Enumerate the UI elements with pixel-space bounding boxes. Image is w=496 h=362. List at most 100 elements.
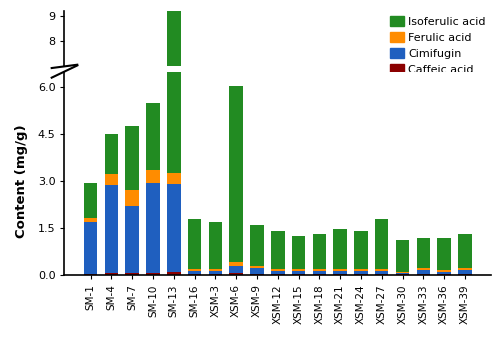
Bar xyxy=(84,218,97,222)
Bar xyxy=(84,222,97,274)
Bar xyxy=(333,269,347,272)
Bar xyxy=(105,162,118,171)
Bar xyxy=(333,206,347,239)
Bar xyxy=(209,222,222,269)
Bar xyxy=(84,242,97,243)
Bar xyxy=(250,203,264,235)
Bar xyxy=(167,240,181,243)
Bar xyxy=(271,239,285,240)
Bar xyxy=(271,242,285,243)
Bar xyxy=(333,272,347,274)
Bar xyxy=(230,266,243,273)
Bar xyxy=(167,170,181,240)
Bar xyxy=(312,239,326,240)
Bar xyxy=(437,272,451,274)
Bar xyxy=(105,273,118,275)
Bar xyxy=(250,242,264,243)
Bar xyxy=(125,241,139,243)
Bar xyxy=(209,269,222,271)
Bar xyxy=(209,271,222,274)
Bar xyxy=(84,274,97,275)
Bar xyxy=(167,0,181,173)
Bar xyxy=(417,239,430,242)
Bar xyxy=(354,274,368,275)
Bar xyxy=(146,241,160,243)
Bar xyxy=(312,210,326,239)
Bar xyxy=(396,272,409,273)
Bar xyxy=(333,230,347,269)
Bar xyxy=(417,274,430,275)
Bar xyxy=(396,241,409,242)
Bar xyxy=(458,242,472,243)
Bar xyxy=(105,174,118,185)
Bar xyxy=(125,123,139,174)
Bar xyxy=(209,240,222,242)
Bar xyxy=(250,225,264,266)
Bar xyxy=(396,240,409,272)
Bar xyxy=(188,242,201,243)
Bar xyxy=(250,274,264,275)
Bar xyxy=(396,242,409,243)
Bar xyxy=(146,104,160,159)
Bar xyxy=(84,169,97,197)
Bar xyxy=(396,215,409,240)
Bar xyxy=(188,272,201,274)
Bar xyxy=(188,198,201,239)
Bar xyxy=(458,235,472,268)
Bar xyxy=(458,210,472,237)
Bar xyxy=(271,269,285,272)
Bar xyxy=(375,240,388,242)
Bar xyxy=(312,235,326,269)
Bar xyxy=(292,272,306,274)
Bar xyxy=(437,237,451,270)
Bar xyxy=(105,241,118,243)
Bar xyxy=(167,0,181,161)
Bar xyxy=(209,200,222,238)
Bar xyxy=(250,235,264,237)
Bar xyxy=(417,270,430,274)
Bar xyxy=(292,269,306,272)
Bar xyxy=(375,242,388,243)
Bar xyxy=(146,169,160,241)
Bar xyxy=(84,200,97,242)
Bar xyxy=(271,272,285,274)
Bar xyxy=(125,273,139,275)
Bar xyxy=(333,274,347,275)
Bar xyxy=(354,269,368,272)
Bar xyxy=(312,274,326,275)
Bar xyxy=(437,239,451,240)
Bar xyxy=(417,237,430,239)
Bar xyxy=(230,86,243,262)
Bar xyxy=(312,272,326,274)
Bar xyxy=(292,239,306,240)
Bar xyxy=(417,268,430,270)
Bar xyxy=(230,236,243,241)
Bar xyxy=(354,242,368,243)
Bar xyxy=(375,274,388,275)
Bar xyxy=(458,268,472,270)
Bar xyxy=(146,273,160,275)
Bar xyxy=(271,231,285,269)
Bar xyxy=(396,240,409,241)
Bar xyxy=(84,197,97,200)
Bar xyxy=(375,198,388,238)
Bar xyxy=(167,184,181,272)
Bar xyxy=(354,207,368,238)
Bar xyxy=(375,269,388,272)
Bar xyxy=(167,173,181,184)
Bar xyxy=(271,208,285,239)
Bar xyxy=(396,274,409,275)
Bar xyxy=(333,239,347,240)
Bar xyxy=(105,171,118,241)
Bar xyxy=(333,240,347,242)
Bar xyxy=(354,231,368,269)
Bar xyxy=(250,268,264,274)
Bar xyxy=(312,242,326,243)
Bar xyxy=(188,239,201,240)
Bar xyxy=(437,242,451,243)
Bar xyxy=(230,232,243,236)
Bar xyxy=(105,130,118,162)
Bar xyxy=(458,270,472,274)
Bar xyxy=(417,237,430,268)
Bar xyxy=(167,272,181,275)
